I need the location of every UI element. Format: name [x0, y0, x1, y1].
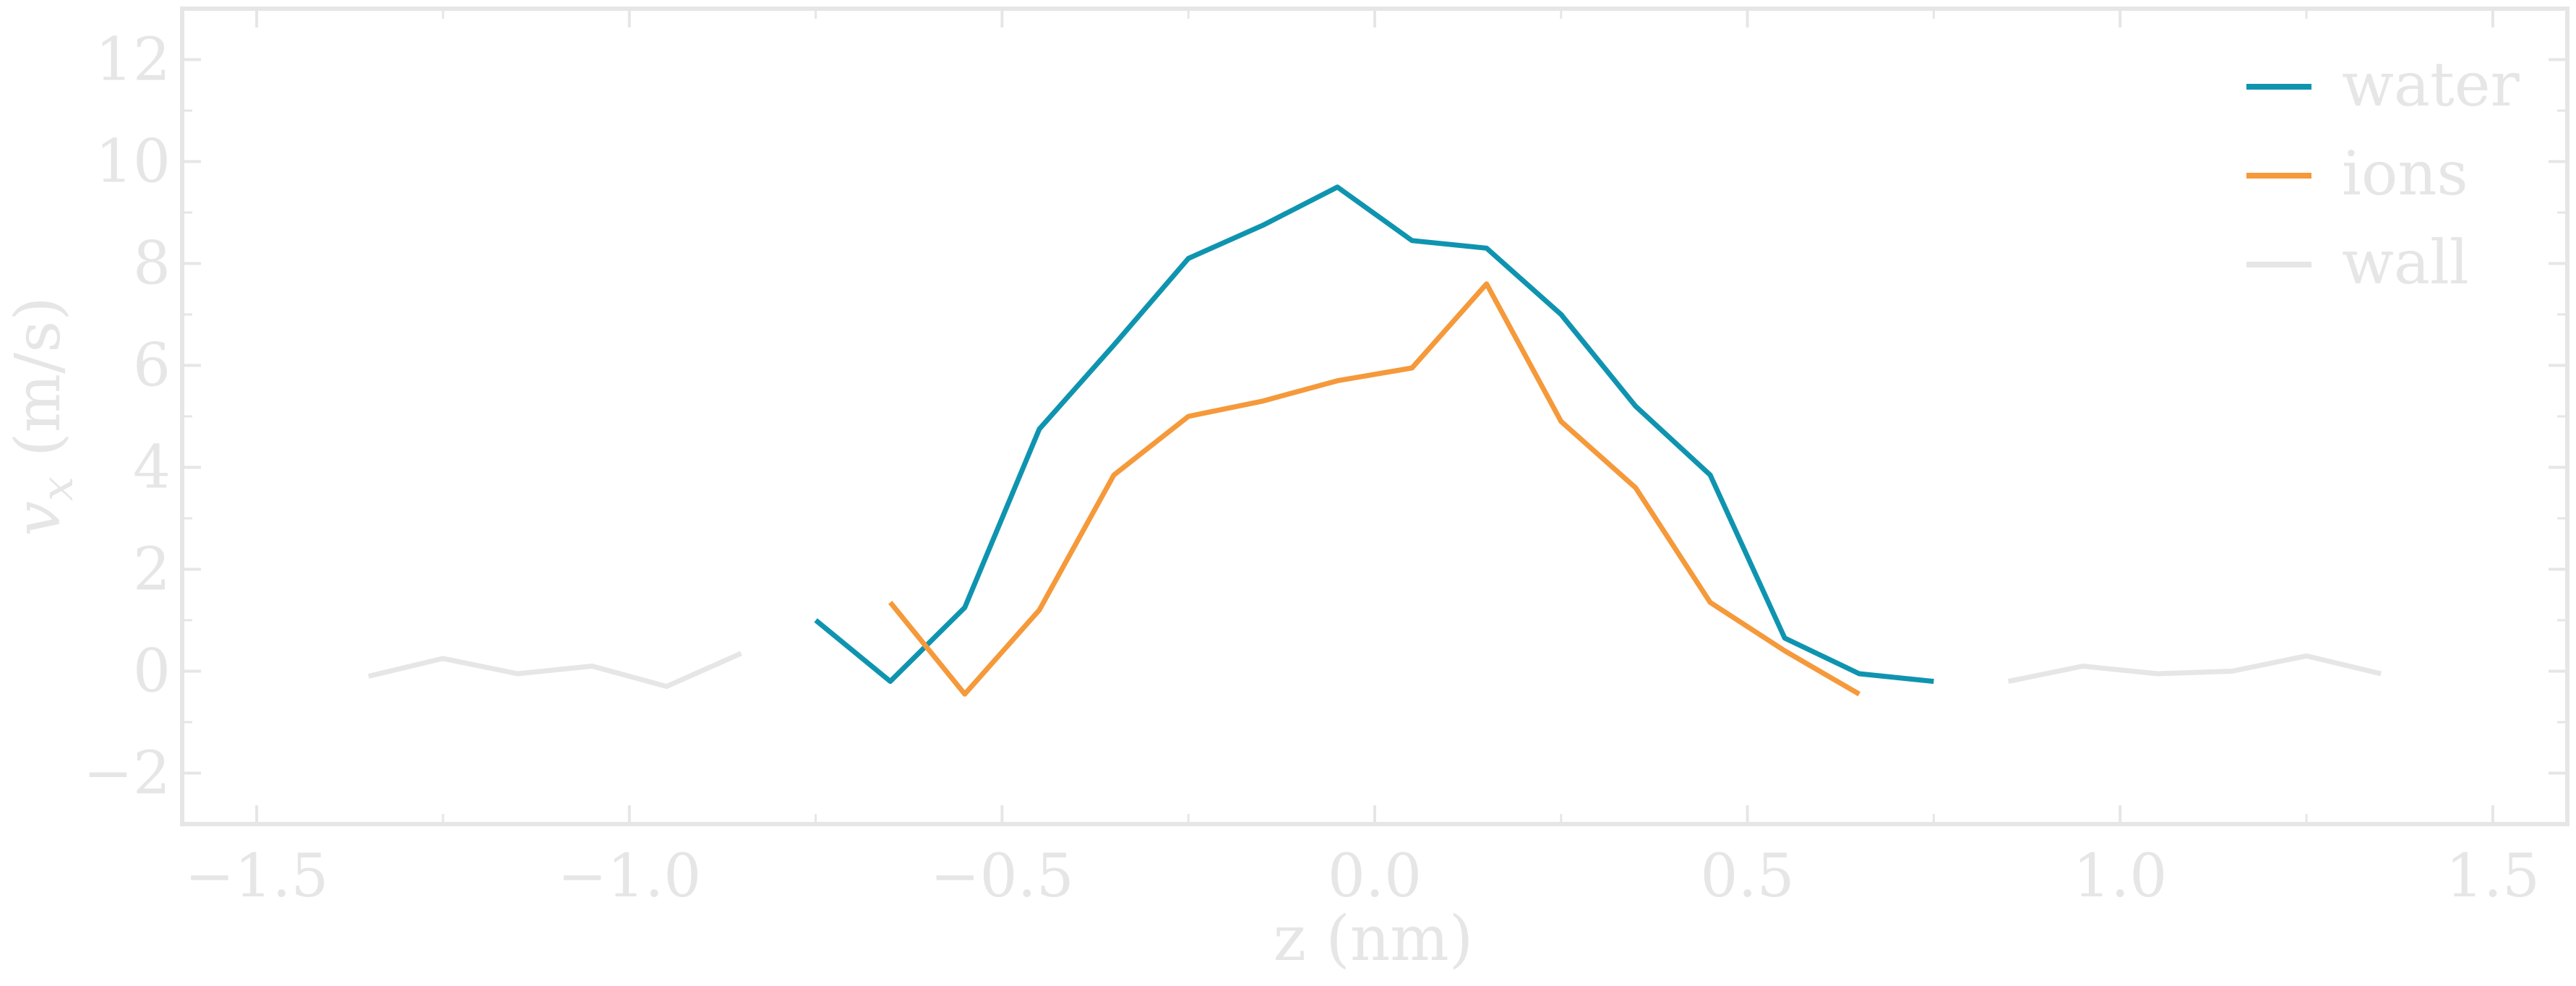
legend-label-wall: wall: [2342, 227, 2469, 298]
y-tick-label: 10: [95, 128, 171, 197]
plot-series: [367, 184, 2382, 697]
x-tick-label: 0.5: [1700, 842, 1794, 911]
y-tick-label: 0: [133, 638, 171, 706]
legend-label-ions: ions: [2342, 138, 2468, 209]
x-tick-label: 1.5: [2446, 842, 2540, 911]
y-tick-label: 6: [133, 332, 171, 400]
wall-series-line-2: [2007, 653, 2382, 685]
legend: water ions wall: [2246, 49, 2520, 298]
x-tick-label: 1.0: [2073, 842, 2167, 911]
y-tick-label: 4: [133, 434, 171, 502]
y-axis-label: vx (m/s): [2, 296, 83, 536]
y-tick-label: 12: [95, 26, 171, 95]
y-tick-label: 8: [133, 230, 171, 299]
x-tick-label: −1.5: [185, 842, 329, 911]
y-tick-label: 2: [133, 536, 171, 604]
plot-frame: [180, 7, 2569, 826]
y-axis-label-var: v: [2, 501, 74, 536]
water-series-line: [814, 184, 1934, 685]
wall-series-line-1: [367, 651, 742, 690]
axis-ticks: [182, 7, 2567, 826]
y-axis-label-sub: x: [33, 476, 83, 501]
x-axis-label: z (nm): [1274, 903, 1474, 975]
y-axis-label-unit: (m/s): [2, 296, 74, 476]
y-tick-label: −2: [83, 740, 171, 808]
legend-label-water: water: [2342, 49, 2520, 120]
x-tick-label: −1.0: [557, 842, 701, 911]
x-tick-label: −0.5: [930, 842, 1074, 911]
ions-series-line: [888, 281, 1861, 697]
x-tick-label: 0.0: [1328, 842, 1422, 911]
tick-labels: −1.5 −1.0 −0.5 0.0 0.5 1.0 1.5 −2 0 2 4 6 8 10 12: [83, 26, 2540, 912]
